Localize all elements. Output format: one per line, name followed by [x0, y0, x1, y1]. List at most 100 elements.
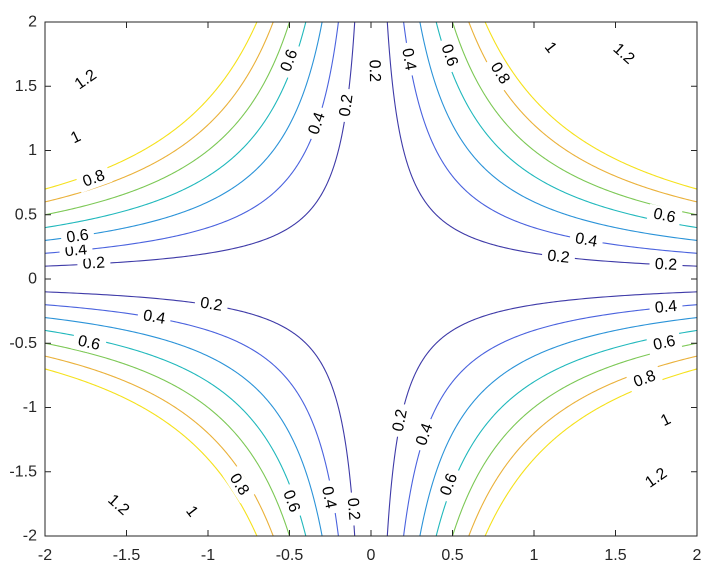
- contour-label-group: 0.2: [365, 54, 384, 88]
- contour-label-group: 0.2: [335, 87, 358, 124]
- contour-label: 0.2: [546, 247, 570, 266]
- contour-label-background: [396, 41, 421, 78]
- contour-label-group: 0.4: [136, 305, 173, 330]
- contour-label-group: 1: [655, 409, 677, 432]
- x-tick-label: 1: [530, 547, 539, 564]
- y-tick-label: -1: [23, 399, 37, 416]
- contour-line-outer-q3: [484, 368, 697, 536]
- contour-label-background: [342, 491, 364, 527]
- contour-label: 0.6: [652, 205, 677, 226]
- contour-line-1-q2: [45, 22, 291, 216]
- contour-line-0.2-q3: [386, 291, 697, 536]
- contour-line-1.2-q4: [45, 355, 274, 536]
- contour-label-background: [59, 225, 96, 248]
- contour-label-group: 0.6: [434, 465, 464, 504]
- x-tick-label: -1: [201, 547, 215, 564]
- x-tick-label: 2: [693, 547, 702, 564]
- x-tick-label: 0.5: [441, 547, 463, 564]
- contour-label-background: [275, 41, 304, 80]
- contour-label-group: 0.2: [193, 293, 230, 317]
- y-tick-label: 0.5: [15, 206, 37, 223]
- y-tick-label: -2: [23, 528, 37, 545]
- y-tick-label: 0: [28, 271, 37, 288]
- contour-label-background: [70, 330, 108, 356]
- contour-label: 0.4: [142, 307, 167, 328]
- contour-label-background: [303, 104, 332, 143]
- contour-label: 0.2: [366, 60, 383, 83]
- contour-label: 0.8: [631, 367, 658, 391]
- y-tick-label: -0.5: [9, 335, 37, 352]
- contour-label-background: [193, 293, 230, 317]
- x-tick-label: -0.5: [276, 547, 304, 564]
- contour-label-background: [410, 415, 439, 454]
- contour-label-group: 0.4: [316, 479, 341, 516]
- contour-label-background: [335, 87, 358, 124]
- contour-line-0.6-q1: [419, 22, 697, 242]
- contour-line-outer-q1: [484, 22, 697, 190]
- contour-label-background: [100, 487, 137, 523]
- contour-label-background: [365, 54, 384, 88]
- contour-line-1.2-q1: [468, 22, 697, 203]
- contour-line-0.4-q2: [45, 22, 339, 254]
- contour-label-group: 0.8: [75, 164, 113, 193]
- contour-lines: [45, 22, 697, 536]
- contour-label: 0.6: [437, 471, 461, 498]
- contour-label-group: 0.2: [649, 255, 683, 275]
- contour-label-group: 0.4: [648, 296, 684, 318]
- contour-label: 0.6: [278, 47, 302, 74]
- contour-label-background: [67, 62, 105, 97]
- contour-label-background: [388, 402, 413, 439]
- contour-label: 0.2: [344, 497, 363, 521]
- contour-label-group: 0.2: [540, 246, 576, 269]
- contour-label-background: [637, 461, 675, 496]
- y-tick-label: 1.5: [15, 78, 37, 95]
- contour-label-group: 0.4: [303, 104, 332, 143]
- contour-label-background: [655, 409, 677, 432]
- contour-label-group: 0.2: [388, 402, 413, 439]
- contour-label: 0.2: [199, 295, 224, 315]
- contour-label: 0.4: [574, 230, 599, 251]
- contour-line-0.4-q1: [403, 22, 697, 254]
- contour-label-background: [435, 36, 464, 74]
- contour-line-0.2-q4: [45, 291, 356, 536]
- contour-label-group: 0.4: [410, 415, 439, 454]
- x-tick-label: -2: [38, 547, 52, 564]
- contour-label-group: 0.6: [646, 330, 683, 356]
- contour-line-1-q4: [45, 342, 291, 536]
- contour-label: 0.4: [413, 421, 436, 448]
- contour-line-0.4-q3: [403, 304, 697, 536]
- contour-label-background: [646, 203, 683, 229]
- contour-line-0.2-q1: [386, 22, 697, 267]
- contour-label-group: 0.6: [59, 225, 96, 248]
- contour-label: 0.4: [398, 47, 419, 72]
- contour-label-group: 0.8: [626, 365, 664, 394]
- contour-label-background: [277, 482, 306, 520]
- contour-label-background: [568, 228, 605, 253]
- contour-line-0.6-q2: [45, 22, 323, 242]
- y-tick-label: 1: [28, 142, 37, 159]
- contour-line-1-q3: [451, 342, 697, 536]
- y-tick-label: -1.5: [9, 463, 37, 480]
- contour-label-background: [646, 330, 683, 356]
- contour-label: 0.2: [337, 93, 357, 117]
- x-tick-label: 0: [367, 547, 376, 564]
- contour-label-group: 0.4: [568, 228, 605, 253]
- contour-label-group: 1: [179, 500, 204, 524]
- contour-label: 0.6: [652, 333, 677, 354]
- contour-label-background: [434, 465, 464, 504]
- contour-label-background: [483, 54, 517, 93]
- contour-label: 0.4: [318, 485, 339, 510]
- contour-label-background: [316, 479, 341, 516]
- y-tick-label: 2: [28, 14, 37, 31]
- contour-label-group: 0.2: [342, 491, 364, 527]
- contour-label: 0.8: [81, 167, 108, 191]
- contour-label-group: 0.6: [277, 482, 306, 520]
- contour-label: 0.2: [82, 254, 105, 272]
- contour-label-background: [540, 246, 576, 269]
- x-tick-label: 1.5: [604, 547, 626, 564]
- contour-label-background: [605, 36, 642, 72]
- contour-label: 0.4: [306, 110, 329, 137]
- contour-label: 0.4: [654, 298, 678, 317]
